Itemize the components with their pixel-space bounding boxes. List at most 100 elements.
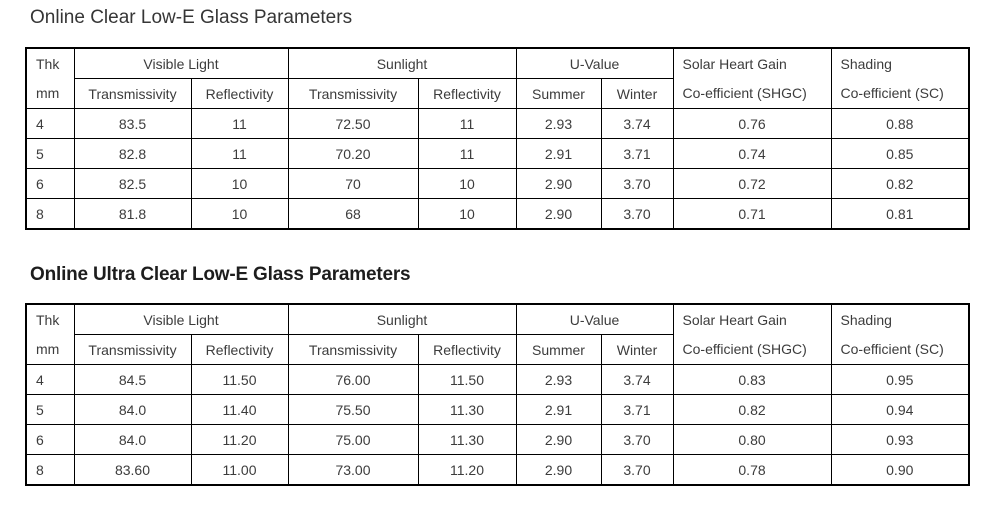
table-cell: 83.60 [73,454,192,486]
table-cell: 0.90 [830,454,970,486]
cell-thickness: 6 [25,168,75,199]
table-row: 5 84.0 11.40 75.50 11.30 2.91 3.71 0.82 … [25,394,970,425]
header-row-groups: Thk mm Visible Light Sunlight U-Value So… [25,303,970,365]
table-cell: 70.20 [287,138,419,169]
thickness-header-line1: Thk [36,312,60,328]
table-cell: 0.74 [672,138,832,169]
column-header-u-value: U-Value [515,47,674,79]
header-row-sub: Transmissivity Reflectivity Transmissivi… [26,334,969,365]
table-row: 4 84.5 11.50 76.00 11.50 2.93 3.74 0.83 … [25,364,970,395]
column-header-shgc: Solar Heart Gain Co-efficient (SHGC) [672,47,832,109]
table-cell: 84.0 [73,424,192,455]
table-cell: 2.91 [515,394,602,425]
column-header-summer: Summer [515,334,602,365]
table-cell: 11.00 [190,454,289,486]
cell-thickness: 8 [25,198,75,230]
table-cell: 73.00 [287,454,419,486]
table-cell: 0.93 [830,424,970,455]
table-row: 8 81.8 10 68 10 2.90 3.70 0.71 0.81 [25,198,970,230]
table-cell: 75.50 [287,394,419,425]
column-header-winter: Winter [600,334,674,365]
table-cell: 3.74 [600,364,674,395]
column-header-vl-reflectivity: Reflectivity [190,334,289,365]
shgc-header-line2: Co-efficient (SHGC) [682,85,807,101]
table-cell: 70 [287,168,419,199]
sc-header-line2: Co-efficient (SC) [840,85,944,101]
table-cell: 75.00 [287,424,419,455]
table-cell: 81.8 [73,198,192,230]
table-cell: 84.0 [73,394,192,425]
table-cell: 0.95 [830,364,970,395]
table-cell: 11.30 [417,424,517,455]
column-header-thickness: Thk mm [25,303,75,365]
column-header-thickness: Thk mm [25,47,75,109]
table-cell: 3.70 [600,454,674,486]
table2-title: Online Ultra Clear Low-E Glass Parameter… [30,264,411,285]
table-cell: 0.76 [672,108,832,139]
table-cell: 0.88 [830,108,970,139]
table-cell: 68 [287,198,419,230]
thickness-header-stack: Thk mm [27,305,73,364]
cell-thickness: 5 [25,138,75,169]
column-header-sunlight: Sunlight [287,303,517,335]
table-cell: 3.70 [600,198,674,230]
column-header-vl-transmissivity: Transmissivity [73,78,192,109]
sc-header-line2: Co-efficient (SC) [840,341,944,357]
sc-header-stack: Shading Co-efficient (SC) [832,49,968,108]
shgc-header-stack: Solar Heart Gain Co-efficient (SHGC) [674,305,830,364]
table-cell: 0.85 [830,138,970,169]
thickness-header-line2: mm [36,341,60,357]
column-header-visible-light: Visible Light [73,47,289,79]
table-cell: 2.91 [515,138,602,169]
table-cell: 2.93 [515,108,602,139]
table-cell: 2.93 [515,364,602,395]
table-cell: 0.83 [672,364,832,395]
cell-thickness: 8 [25,454,75,486]
table-cell: 10 [417,168,517,199]
table-cell: 11 [417,108,517,139]
column-header-sl-reflectivity: Reflectivity [417,334,517,365]
table-cell: 11.20 [417,454,517,486]
table-row: 6 84.0 11.20 75.00 11.30 2.90 3.70 0.80 … [25,424,970,455]
table-cell: 76.00 [287,364,419,395]
header-row-groups: Thk mm Visible Light Sunlight U-Value So… [25,47,970,109]
table-row: 6 82.5 10 70 10 2.90 3.70 0.72 0.82 [25,168,970,199]
table-cell: 0.81 [830,198,970,230]
shgc-header-stack: Solar Heart Gain Co-efficient (SHGC) [674,49,830,108]
column-header-u-value: U-Value [515,303,674,335]
table-cell: 11.50 [417,364,517,395]
column-header-sc: Shading Co-efficient (SC) [830,303,970,365]
table-cell: 3.70 [600,168,674,199]
column-header-sl-transmissivity: Transmissivity [287,78,419,109]
thickness-header-line1: Thk [36,56,60,72]
column-header-vl-reflectivity: Reflectivity [190,78,289,109]
table-cell: 3.71 [600,394,674,425]
table-cell: 2.90 [515,168,602,199]
table-cell: 82.8 [73,138,192,169]
column-header-sl-transmissivity: Transmissivity [287,334,419,365]
table-cell: 0.82 [672,394,832,425]
column-header-sl-reflectivity: Reflectivity [417,78,517,109]
table-cell: 82.5 [73,168,192,199]
table-cell: 10 [417,198,517,230]
column-header-sunlight: Sunlight [287,47,517,79]
table-cell: 11 [190,138,289,169]
table1-title: Online Clear Low-E Glass Parameters [30,7,353,28]
table-cell: 83.5 [73,108,192,139]
shgc-header-line1: Solar Heart Gain [682,56,787,72]
cell-thickness: 5 [25,394,75,425]
table-cell: 11.40 [190,394,289,425]
table-row: 4 83.5 11 72.50 11 2.93 3.74 0.76 0.88 [25,108,970,139]
ultra-clear-lowe-glass-table: Thk mm Visible Light Sunlight U-Value So… [25,303,971,486]
table-cell: 0.82 [830,168,970,199]
sc-header-line1: Shading [840,56,892,72]
table-cell: 11 [417,138,517,169]
cell-thickness: 6 [25,424,75,455]
table-cell: 0.78 [672,454,832,486]
table-cell: 0.72 [672,168,832,199]
thickness-header-stack: Thk mm [27,49,73,108]
table-cell: 2.90 [515,198,602,230]
table-cell: 84.5 [73,364,192,395]
table-cell: 11.50 [190,364,289,395]
thickness-header-line2: mm [36,85,60,101]
